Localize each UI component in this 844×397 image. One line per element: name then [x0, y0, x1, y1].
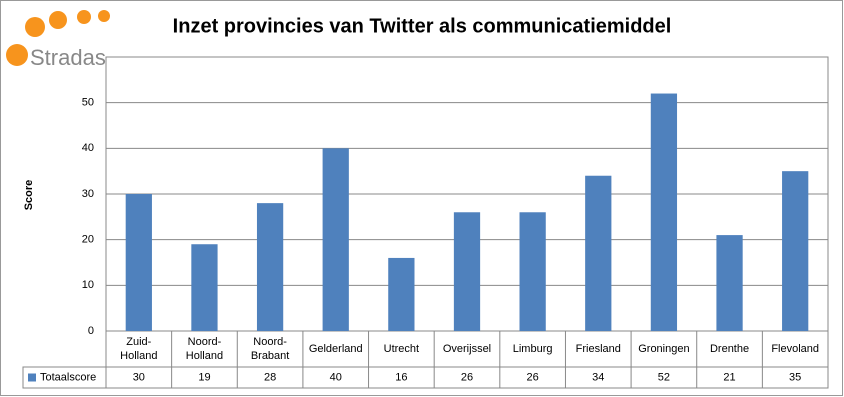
x-tick-label: Noord-Brabant	[251, 336, 290, 362]
x-tick-label: Noord-Holland	[186, 336, 223, 362]
x-tick-label: Flevoland	[771, 343, 819, 355]
x-tick-label: Zuid-Holland	[120, 336, 157, 362]
bar	[256, 203, 284, 331]
table-value: 21	[723, 371, 735, 383]
bar	[191, 244, 218, 331]
logo-dot	[98, 10, 110, 22]
table-value: 16	[395, 371, 407, 383]
y-axis-label: Score	[23, 180, 35, 211]
table-value: 34	[592, 371, 604, 383]
x-tick-label: Groningen	[638, 343, 689, 355]
legend-label: Totaalscore	[40, 371, 96, 383]
bar	[585, 175, 612, 331]
table-value: 26	[461, 371, 473, 383]
bar	[519, 212, 546, 331]
y-tick-label: 30	[82, 188, 94, 200]
y-tick-label: 40	[82, 142, 94, 154]
table-value: 35	[789, 371, 801, 383]
bar	[650, 93, 678, 332]
bar	[125, 194, 152, 331]
bar	[782, 171, 809, 331]
table-value: 19	[198, 371, 210, 383]
y-tick-label: 10	[82, 279, 94, 291]
bar	[716, 235, 743, 331]
x-tick-label: Limburg	[513, 343, 553, 355]
x-tick-label: Drenthe	[710, 343, 749, 355]
bar	[322, 148, 349, 331]
logo-dot	[49, 11, 67, 29]
logo-dot	[77, 10, 91, 24]
chart-title: Inzet provincies van Twitter als communi…	[173, 15, 672, 37]
x-tick-label: Overijssel	[443, 343, 491, 355]
table-value: 26	[527, 371, 539, 383]
logo-text: Stradas	[30, 45, 106, 70]
legend-swatch	[28, 373, 36, 382]
logo: Stradas	[6, 10, 110, 70]
table-value: 28	[264, 371, 276, 383]
table-value: 52	[658, 371, 670, 383]
x-tick-label: Utrecht	[384, 343, 419, 355]
x-tick-label: Gelderland	[309, 343, 363, 355]
logo-dot	[25, 17, 45, 37]
logo-dot	[6, 44, 28, 66]
table-value: 30	[133, 371, 145, 383]
y-tick-label: 0	[88, 325, 94, 337]
y-tick-label: 20	[82, 234, 94, 246]
x-tick-label: Friesland	[576, 343, 621, 355]
bar	[453, 212, 481, 331]
y-tick-label: 50	[82, 97, 94, 109]
table-value: 40	[330, 371, 342, 383]
bar	[388, 257, 415, 331]
